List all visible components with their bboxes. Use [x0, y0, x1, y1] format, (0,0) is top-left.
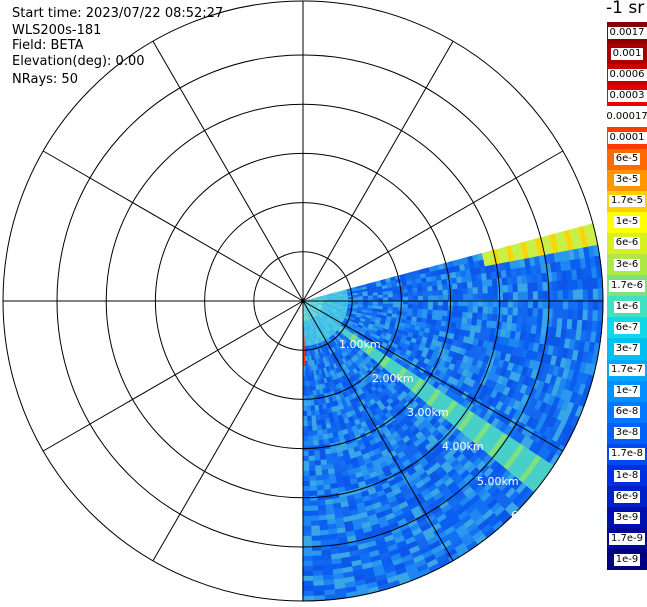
- colorbar-tick-label: 1e-7: [613, 385, 641, 398]
- range-label: 3.00km: [407, 406, 449, 419]
- colorbar-segment: 1e-7: [607, 380, 647, 402]
- colorbar-segment: 1e-5: [607, 211, 647, 233]
- range-label: 1.00km: [339, 338, 381, 351]
- colorbar-segment: 0.0001: [607, 127, 647, 149]
- colorbar-tick-label: 6e-9: [613, 490, 641, 503]
- colorbar-segment: 0.00017: [604, 106, 647, 128]
- colorbar-tick-label: 3e-7: [613, 342, 641, 355]
- colorbar-segment: 1.7e-5: [607, 190, 647, 212]
- colorbar-segment: 3e-9: [607, 507, 647, 529]
- colorbar-segment: 3e-7: [607, 338, 647, 360]
- colorbar-segment: 1.7e-6: [607, 275, 647, 297]
- polar-grid: [2, 0, 604, 602]
- colorbar-tick-label: 0.001: [610, 47, 644, 60]
- colorbar-segment: 6e-9: [607, 486, 647, 508]
- range-labels: 1.00km 2.00km 3.00km 4.00km 5.00km 6: [339, 338, 519, 522]
- colorbar-tick-label: 0.0001: [607, 132, 647, 145]
- elevation-text: Elevation(deg): 0.00: [12, 54, 145, 69]
- colorbar-tick-label: 1.7e-7: [608, 364, 646, 377]
- colorbar-tick-label: 3e-8: [613, 427, 641, 440]
- colorbar-tick-label: 0.0006: [607, 68, 647, 81]
- colorbar-segment: 0.0003: [607, 85, 647, 107]
- colorbar-segment: 1.7e-9: [607, 528, 647, 550]
- instrument-text: WLS200s-181: [12, 23, 102, 38]
- colorbar-tick-label: 3e-6: [613, 258, 641, 271]
- colorbar-segment: 1e-8: [607, 464, 647, 487]
- colorbar-tick-label: 0.0003: [607, 89, 647, 102]
- colorbar-tick-label: 6e-6: [613, 237, 641, 250]
- colorbar-tick-label: 6e-8: [613, 406, 641, 419]
- colorbar-tick-label: 1.7e-9: [608, 532, 646, 545]
- colorbar-tick-label: 0.00017: [604, 110, 647, 123]
- colorbar-tick-label: 3e-5: [613, 174, 641, 187]
- colorbar-tick-label: 1.7e-6: [608, 279, 646, 292]
- colorbar-tick-label: 6e-5: [613, 153, 641, 166]
- range-label: 6: [511, 509, 518, 522]
- colorbar-segment: 6e-6: [607, 232, 647, 255]
- colorbar-segment: 1e-9: [607, 549, 647, 571]
- colorbar-tick-label: 1e-9: [613, 553, 641, 566]
- colorbar-tick-label: 0.0017: [607, 26, 647, 39]
- nrays-text: NRays: 50: [12, 72, 78, 87]
- start-time-text: Start time: 2023/07/22 08:52:27: [12, 6, 224, 21]
- field-text: Field: BETA: [12, 38, 84, 53]
- colorbar-segment: 1.7e-8: [607, 443, 647, 465]
- range-label: 2.00km: [372, 372, 414, 385]
- colorbar-tick-label: 1.7e-8: [608, 448, 646, 461]
- colorbar-segment: 3e-5: [607, 169, 647, 191]
- colorbar-tick-label: 1e-5: [613, 216, 641, 229]
- colorbar-segment: 6e-5: [607, 148, 647, 170]
- colorbar-segment: 3e-6: [607, 254, 647, 276]
- colorbar-segment: 0.0017: [607, 22, 647, 44]
- colorbar-tick-label: 1.7e-5: [608, 195, 646, 208]
- colorbar-segment: 1e-6: [607, 296, 647, 318]
- range-label: 5.00km: [477, 475, 519, 488]
- colorbar-unit-label: -1 sr: [606, 0, 645, 18]
- colorbar-segment: 1.7e-7: [607, 359, 647, 381]
- lidar-data-sector: [302, 223, 604, 602]
- colorbar-tick-label: 3e-9: [613, 511, 641, 524]
- colorbar-segment: 3e-8: [607, 422, 647, 444]
- colorbar-tick-label: 1e-8: [613, 469, 641, 482]
- colorbar-segment: 0.001: [607, 43, 647, 65]
- colorbar-segment: 0.0006: [607, 64, 647, 86]
- colorbar-segment: 6e-7: [607, 317, 647, 339]
- colorbar-tick-label: 6e-7: [613, 321, 641, 334]
- colorbar-segment: 6e-8: [607, 401, 647, 423]
- range-label: 4.00km: [442, 440, 484, 453]
- colorbar: 0.0017 0.001 0.0006 0.0003 0.00017 0.0001 6e-5…: [604, 22, 647, 571]
- colorbar-tick-label: 1e-6: [613, 300, 641, 313]
